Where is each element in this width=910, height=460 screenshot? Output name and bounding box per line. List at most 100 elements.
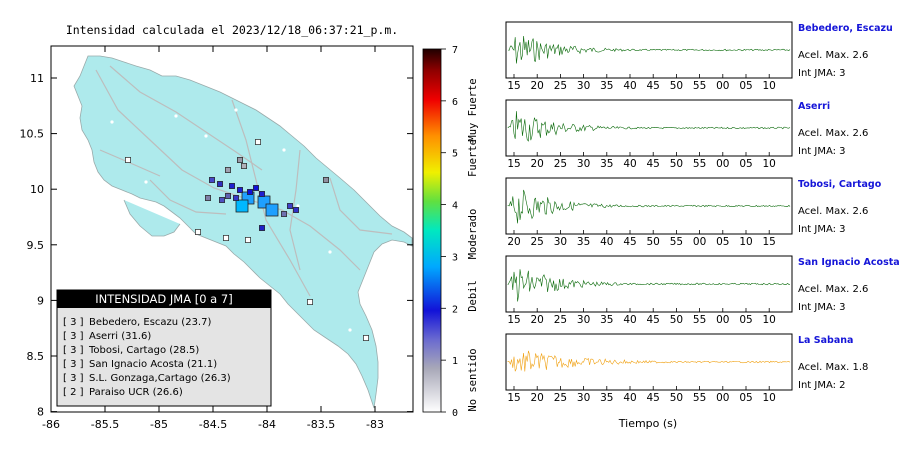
cb-tick-label: 5 [452,149,458,160]
waveform-tick-label: 40 [623,314,636,326]
waveform-tick-label: 00 [716,80,729,92]
cb-tick-label: 1 [452,356,458,367]
waveform-station-name: Tobosi, Cartago [798,179,882,190]
waveform-tick-label: 55 [693,392,706,404]
waveform-tick-label: 30 [554,236,567,248]
waveform-tick-label: 30 [577,80,590,92]
legend-item-level: [ 3 ] [63,317,84,328]
cb-tick-label: 2 [452,304,458,315]
waveform-tick-label: 55 [693,80,706,92]
waveform-tick-label: 55 [670,236,683,248]
station-marker [253,185,259,191]
map-x-tick-label: -85 [150,418,168,431]
waveform-tick-label: 25 [554,392,567,404]
station-marker [237,157,243,163]
legend-item-name: S.L. Gonzaga,Cartago (26.3) [89,373,231,384]
waveform-station-name: Aserri [798,101,830,112]
waveform-tick-label: 25 [554,158,567,170]
legend-item-name: Tobosi, Cartago (28.5) [88,345,199,356]
legend-item-name: Aserri (31.6) [89,331,151,342]
station-marker [281,211,287,217]
waveform-tick-label: 55 [693,158,706,170]
waveform-tick-label: 10 [739,236,752,248]
legend-item-level: [ 3 ] [63,345,84,356]
map-y-tick-label: 8.5 [27,350,45,363]
waveform-tick-label: 15 [507,80,520,92]
legend-item-name: Paraiso UCR (26.6) [89,387,183,398]
waveform-tick-label: 25 [531,236,544,248]
map-y-tick-label: 9 [37,294,44,307]
waveform-tick-label: 20 [507,236,520,248]
waveform-tick-label: 10 [763,314,776,326]
station-marker [223,235,229,241]
waveform-int-jma: Int JMA: 3 [798,302,846,313]
map-y-tick-label: 10 [30,183,44,196]
waveform-acel-max: Acel. Max. 1.8 [798,362,868,373]
map-x-tick-label: -83 [366,418,384,431]
waveform-tick-label: 25 [554,80,567,92]
waveform-tick-label: 50 [670,314,683,326]
map-panel: -86 -85.5 -85 -84.5 -84 -83.5 -83 11 10.5 10 9.5 9… [20,45,414,431]
station-marker [217,181,223,187]
station-marker [195,229,201,235]
waveform-tick-label: 35 [600,392,613,404]
station-marker-strong [265,203,279,217]
cb-label-moderado: Moderado [467,209,479,260]
waveform-tick-label: 05 [739,314,752,326]
waveform-trace [507,350,791,372]
waveform-tick-label: 35 [577,236,590,248]
waveform-tick-label: 45 [623,236,636,248]
waveform-tick-label: 45 [647,392,660,404]
waveform-tick-label: 15 [507,314,520,326]
cb-tick-label: 6 [452,97,458,108]
station-marker [125,157,131,163]
map-x-tick-label: -84.5 [199,418,227,431]
waveform-int-jma: Int JMA: 2 [798,380,846,391]
map-y-tick-label: 11 [30,72,44,85]
station-marker [323,177,329,183]
cb-label-muy-fuerte: Muy Fuerte [467,78,479,141]
cb-tick-label: 0 [452,408,458,419]
station-marker [293,207,299,213]
station-marker [237,187,243,193]
waveform-tick-label: 50 [670,392,683,404]
cb-tick-label: 4 [452,201,458,212]
waveform-tick-label: 55 [693,314,706,326]
map-y-axis: 11 10.5 10 9.5 9 8.5 8 [20,72,413,419]
waveform-acel-max: Acel. Max. 2.6 [798,50,868,61]
station-marker-strong [235,199,249,213]
waveform-tick-label: 40 [600,236,613,248]
legend-item-level: [ 3 ] [63,331,84,342]
costa-rica-land [73,55,413,409]
colorbar-labels: Muy Fuerte Fuerte Moderado Debil No sent… [467,78,479,411]
waveform-tick-label: 45 [647,80,660,92]
colorbar-ticks: 7 6 5 4 3 2 1 0 [441,45,458,419]
station-marker [241,163,247,169]
waveform-int-jma: Int JMA: 3 [798,224,846,235]
waveform-tick-label: 10 [763,80,776,92]
roads [95,65,393,297]
station-marker [259,191,265,197]
waveform-tick-label: 15 [507,392,520,404]
waveform-tick-label: 40 [623,158,636,170]
map-x-tick-label: -85.5 [91,418,119,431]
station-marker [205,195,211,201]
legend-item-level: [ 2 ] [63,387,84,398]
waveform-panel: 15 20 25 30 35 40 45 50 55 00 05 10 San Ignacio Acos… [505,255,900,326]
waveform-tick-label: 45 [647,158,660,170]
waveform-trace [507,189,791,224]
waveform-tick-label: 25 [554,314,567,326]
colorbar [422,48,442,413]
map-x-tick-label: -83.5 [307,418,335,431]
waveform-tick-label: 00 [716,392,729,404]
station-marker [219,197,225,203]
waveform-trace [507,269,790,302]
waveform-acel-max: Acel. Max. 2.6 [798,206,868,217]
waveform-int-jma: Int JMA: 3 [798,68,846,79]
waveform-panel: 15 20 25 30 35 40 45 50 55 00 05 10 Bebedero, Escazu… [505,21,893,92]
station-marker [209,177,215,183]
station-markers [125,139,369,341]
waveform-panel: 15 20 25 30 35 40 45 50 55 00 05 10 La Sabana Acel. M… [505,333,868,404]
waveform-trace [507,35,791,64]
waveform-tick-label: 05 [739,158,752,170]
